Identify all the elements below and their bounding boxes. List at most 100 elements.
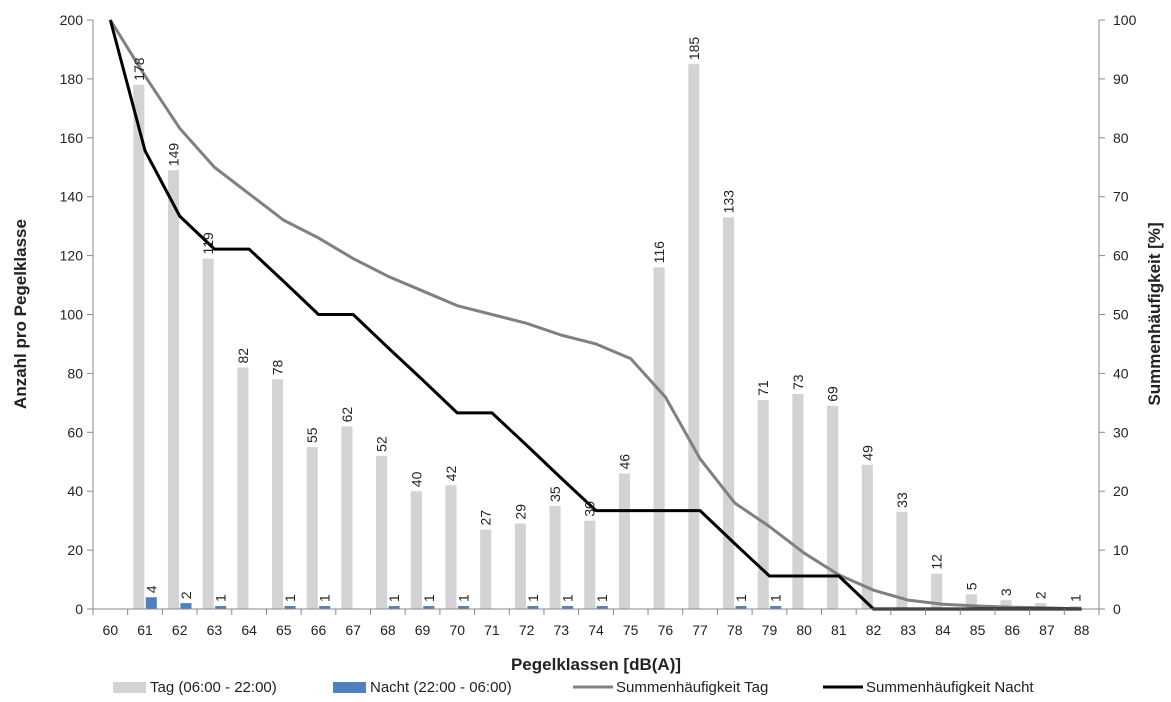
legend-swatch-nacht — [333, 682, 366, 693]
bar-tag — [445, 485, 457, 609]
legend-label: Tag (06:00 - 22:00) — [150, 679, 277, 696]
bar-nacht — [596, 606, 608, 609]
data-label-nacht: 1 — [594, 594, 610, 602]
y-tick-label: 180 — [60, 71, 84, 87]
x-tick-label: 77 — [692, 622, 708, 638]
x-tick-label: 78 — [727, 622, 743, 638]
data-label-nacht: 1 — [733, 594, 749, 602]
x-tick-label: 86 — [1004, 622, 1020, 638]
bar-tag — [271, 379, 284, 609]
data-label-tag: 30 — [582, 501, 598, 517]
bar-tag — [653, 267, 665, 609]
bar-nacht — [319, 606, 331, 609]
y2-tick-label: 10 — [1113, 542, 1129, 558]
bar-nacht — [180, 603, 192, 609]
data-label-tag: 46 — [616, 454, 632, 470]
y-tick-label: 160 — [60, 130, 84, 146]
x-tick-label: 63 — [207, 622, 223, 638]
legend-swatch-tag — [113, 682, 146, 693]
bar-nacht — [457, 606, 470, 609]
x-tick-label: 71 — [484, 622, 500, 638]
bar-tag — [514, 523, 526, 609]
data-label-nacht: 2 — [178, 591, 194, 599]
bar-tag — [410, 491, 422, 609]
y2-tick-label: 20 — [1113, 483, 1129, 499]
data-label-nacht: 1 — [317, 594, 333, 602]
bar-tag — [549, 505, 561, 609]
y2-tick-label: 70 — [1113, 189, 1129, 205]
bar-tag — [827, 405, 839, 609]
bar-tag — [202, 258, 214, 609]
data-label-nacht: 1 — [213, 594, 229, 602]
y2-tick-label: 100 — [1113, 12, 1137, 28]
bar-nacht — [770, 606, 782, 609]
x-tick-label: 88 — [1074, 622, 1090, 638]
bar-nacht — [423, 606, 435, 609]
legend-label: Summenhäufigkeit Tag — [616, 679, 768, 696]
y-tick-label: 0 — [75, 601, 83, 617]
data-label-nacht: 4 — [143, 585, 159, 593]
x-tick-label: 83 — [900, 622, 916, 638]
y-tick-label: 200 — [60, 12, 84, 28]
y2-tick-label: 0 — [1113, 601, 1121, 617]
x-tick-label: 74 — [588, 622, 604, 638]
bar-tag — [376, 455, 388, 609]
data-label-tag: 52 — [374, 436, 390, 452]
data-label-tag: 78 — [270, 360, 286, 376]
bar-tag — [480, 529, 492, 609]
data-label-tag: 2 — [1033, 591, 1049, 599]
bar-tag — [792, 394, 804, 609]
line-summe-nacht — [108, 19, 1082, 611]
x-tick-label: 61 — [137, 622, 153, 638]
x-tick-label: 87 — [1039, 622, 1055, 638]
bar-tag — [896, 511, 908, 609]
bar-nacht — [562, 606, 574, 609]
bar-tag — [757, 399, 769, 609]
bar-tag — [1000, 600, 1012, 609]
data-label-tag: 40 — [408, 471, 424, 487]
bar-tag — [931, 573, 943, 609]
x-tick-label: 70 — [449, 622, 465, 638]
data-label-tag: 178 — [131, 57, 147, 81]
y-tick-label: 120 — [60, 248, 84, 264]
data-label-tag: 185 — [686, 37, 702, 61]
bars-tag-group — [133, 64, 1081, 610]
y2-tick-label: 90 — [1113, 71, 1129, 87]
data-label-tag: 62 — [339, 407, 355, 423]
bar-tag — [237, 367, 249, 609]
data-label-tag: 29 — [512, 504, 528, 520]
x-tick-label: 75 — [623, 622, 639, 638]
y-tick-label: 100 — [60, 307, 84, 323]
bar-tag — [618, 473, 630, 609]
y-tick-label: 140 — [60, 189, 84, 205]
x-tick-label: 64 — [241, 622, 257, 638]
data-label-nacht: 1 — [282, 594, 298, 602]
x-tick-label: 66 — [311, 622, 327, 638]
bar-nacht — [145, 597, 157, 609]
x-tick-label: 79 — [762, 622, 778, 638]
data-label-nacht: 1 — [455, 594, 471, 602]
bar-tag — [722, 217, 735, 609]
data-label-nacht: 1 — [386, 594, 402, 602]
bar-tag — [167, 170, 180, 609]
x-tick-label: 73 — [554, 622, 570, 638]
data-label-tag: 5 — [963, 582, 979, 590]
bar-nacht — [284, 606, 296, 609]
bar-tag — [1035, 603, 1047, 609]
bar-tag — [306, 447, 318, 609]
y2-tick-label: 40 — [1113, 365, 1129, 381]
bar-tag — [341, 426, 353, 609]
x-axis-title: Pegelklassen [dB(A)] — [511, 655, 681, 674]
data-label-tag: 1 — [1067, 594, 1083, 602]
x-tick-label: 82 — [866, 622, 882, 638]
bar-nacht — [527, 606, 539, 609]
data-label-tag: 71 — [755, 380, 771, 396]
bar-tag — [584, 520, 596, 609]
x-tick-label: 60 — [103, 622, 119, 638]
x-tick-label: 72 — [519, 622, 535, 638]
x-tick-label: 81 — [831, 622, 847, 638]
data-label-tag: 55 — [304, 427, 320, 443]
bar-tag — [861, 464, 873, 609]
